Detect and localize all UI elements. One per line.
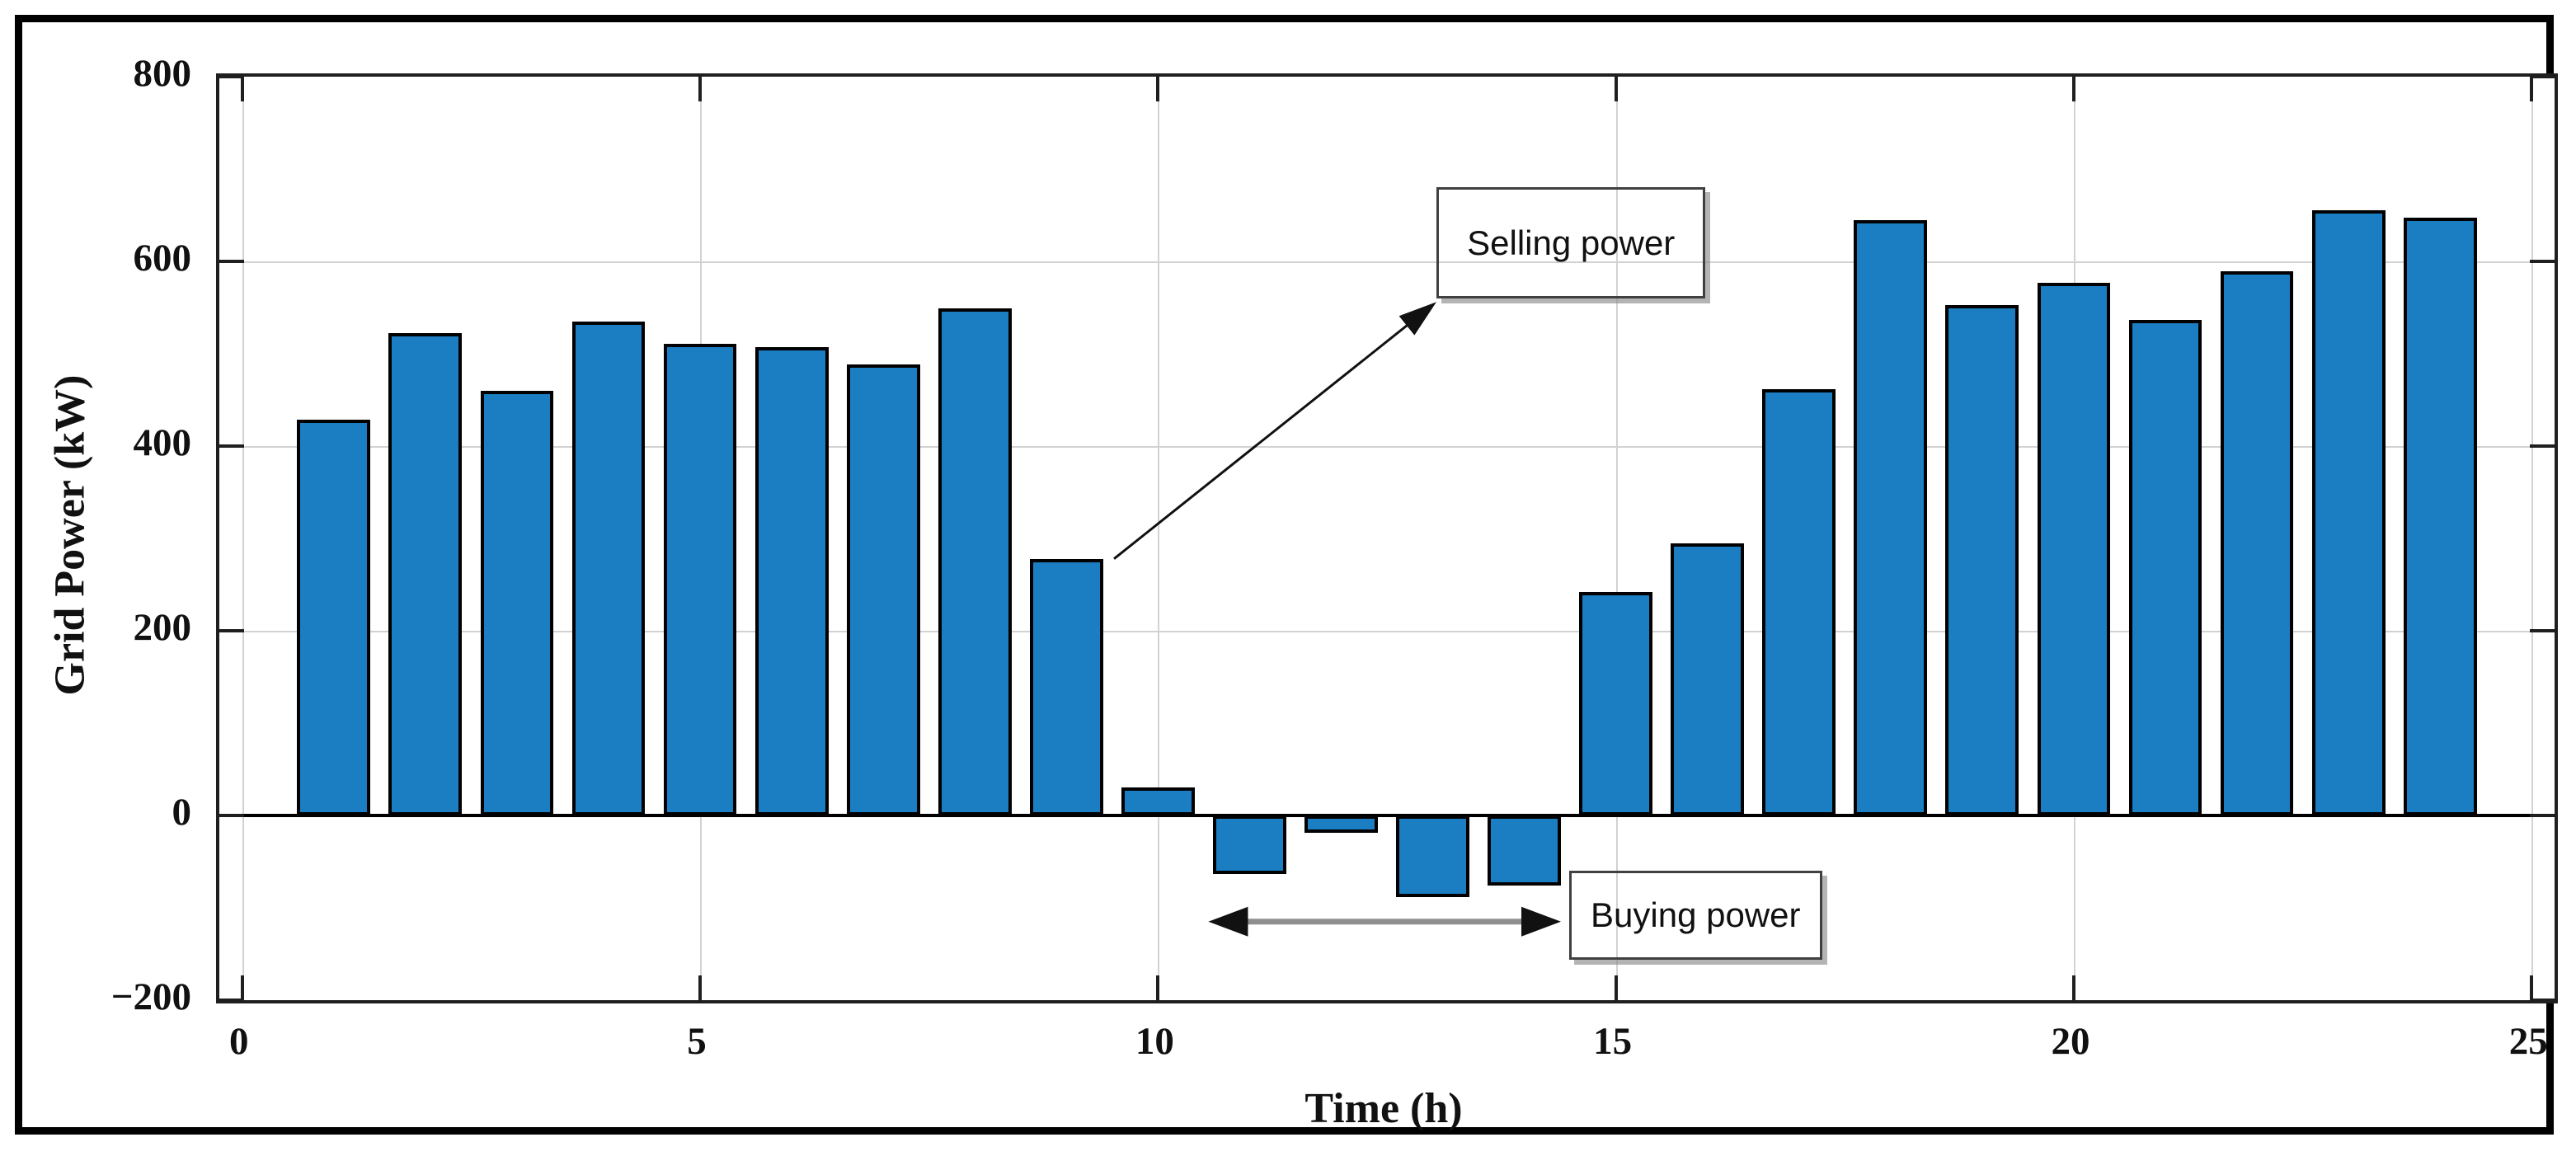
tick-y-400-right (2530, 444, 2555, 448)
x-tick-label-10: 10 (1135, 1020, 1174, 1063)
annotation-label-buying-power: Buying power (1591, 895, 1801, 934)
tick-y-200-right (2530, 629, 2555, 632)
x-axis-label: Time (h) (1304, 1085, 1463, 1132)
x-tick-label-0: 0 (229, 1020, 249, 1063)
y-tick-label--200: −200 (110, 975, 191, 1018)
x-tick-label-15: 15 (1593, 1020, 1633, 1063)
bars-layer (219, 77, 2555, 1000)
bar-hour-22 (2220, 271, 2294, 815)
y-tick-label-200: 200 (133, 606, 192, 649)
x-tick-label-5: 5 (687, 1020, 707, 1063)
tick-x-0-bottom (240, 975, 244, 1000)
gridline-x-0 (242, 77, 244, 1000)
bar-hour-14 (1488, 815, 1561, 886)
tick-x-5-bottom (698, 975, 703, 1000)
y-tick-label-600: 600 (133, 237, 192, 280)
annotation-box-selling-power: Selling power (1436, 187, 1706, 298)
annotation-label-selling-power: Selling power (1467, 223, 1676, 262)
gridline-x-15 (1615, 77, 1618, 1000)
tick-y--200-right (2530, 999, 2555, 1002)
bar-hour-20 (2037, 282, 2111, 815)
bar-hour-8 (938, 308, 1012, 815)
bar-hour-3 (480, 390, 554, 815)
annotation-box-buying-power: Buying power (1569, 871, 1822, 960)
bar-hour-23 (2311, 210, 2386, 815)
tick-y-800-right (2530, 75, 2555, 78)
tick-x-0-top (240, 77, 244, 101)
bar-hour-17 (1762, 388, 1836, 815)
x-tick-label-25: 25 (2508, 1020, 2548, 1063)
tick-y-0-right (2530, 814, 2555, 817)
bar-hour-21 (2128, 319, 2202, 815)
bar-hour-12 (1304, 815, 1378, 834)
zero-baseline (219, 814, 2555, 817)
y-tick-label-400: 400 (133, 421, 192, 464)
tick-x-10-bottom (1156, 975, 1160, 1000)
tick-y-600-right (2530, 260, 2555, 263)
tick-y-400-left (219, 444, 244, 448)
tick-x-15-bottom (1614, 975, 1618, 1000)
bar-hour-5 (663, 343, 737, 815)
gridline-y-600 (219, 261, 2555, 263)
bar-hour-24 (2403, 218, 2477, 815)
tick-y-200-left (219, 629, 244, 632)
bar-hour-9 (1029, 558, 1103, 815)
bar-hour-18 (1854, 219, 1928, 815)
ticks-layer (219, 75, 2555, 1002)
tick-y-600-left (219, 260, 244, 263)
x-tick-label-20: 20 (2051, 1020, 2090, 1063)
bar-hour-6 (754, 347, 829, 815)
bar-hour-16 (1671, 543, 1745, 815)
y-tick-label-800: 800 (133, 52, 192, 95)
tick-y--200-left (219, 999, 244, 1002)
tick-x-20-top (2071, 77, 2075, 101)
bar-hour-1 (297, 419, 371, 815)
bar-hour-15 (1579, 591, 1653, 815)
tick-y-0-left (219, 814, 244, 817)
tick-y-800-left (219, 75, 244, 78)
tick-x-25-top (2530, 77, 2534, 101)
bar-hour-2 (388, 333, 463, 815)
tick-x-10-top (1156, 77, 1160, 101)
tick-x-25-bottom (2530, 975, 2534, 1000)
bar-hour-19 (1945, 304, 2019, 815)
bar-hour-4 (571, 321, 646, 815)
y-axis-label: Grid Power (kW) (46, 374, 94, 696)
bar-hour-7 (846, 364, 920, 815)
gridline-x-25 (2531, 77, 2534, 1000)
y-tick-label-0: 0 (172, 791, 192, 834)
figure-frame: Selling power Buying power 0 5 10 15 20 25 −2… (15, 15, 2558, 1135)
tick-x-15-top (1614, 77, 1618, 101)
tick-x-5-top (698, 77, 703, 101)
tick-x-20-bottom (2071, 975, 2075, 1000)
gridline-y-200 (219, 631, 2555, 632)
plot-area: Selling power Buying power (216, 73, 2558, 1003)
